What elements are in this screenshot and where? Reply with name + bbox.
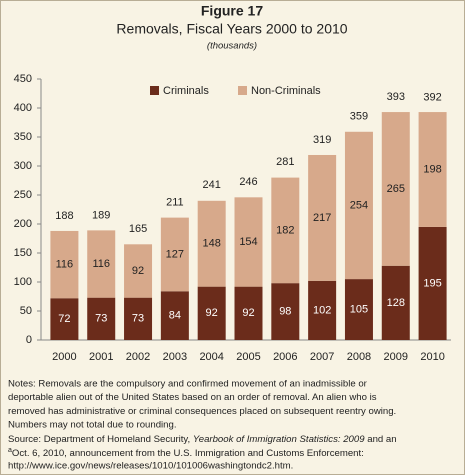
legend-label: Non-Criminals [251,85,321,97]
footnote-text: Oct. 6, 2010, announcement from the U.S.… [12,448,364,459]
value-label: 116 [92,258,110,270]
bar-segment [87,297,116,340]
source: Source: Department of Homeland Security,… [8,434,397,445]
note-line: Numbers may not total due to rounding. [8,420,177,431]
bar-segment [308,154,337,281]
footnote: aOct. 6, 2010, announcement from the U.S… [8,447,364,459]
url: http://www.ice.gov/news/releases/1010/10… [8,461,293,472]
x-tick-label: 2006 [273,351,297,363]
note-line: deportable alien out of the United State… [8,392,377,403]
bar-segment [160,291,189,340]
value-label: 127 [166,248,184,260]
total-label: 211 [166,197,184,209]
bar-segment [344,279,373,340]
total-label: 165 [129,223,147,235]
legend-label: Criminals [163,85,209,97]
value-label: 198 [423,163,441,175]
value-label: 265 [387,183,405,195]
y-tick-label: 50 [20,305,32,317]
x-tick-label: 2007 [310,351,334,363]
value-label: 92 [132,265,144,277]
y-tick-label: 100 [14,276,32,288]
bar-segment [344,131,373,280]
bar-segment [234,286,263,340]
x-tick-label: 2005 [236,351,260,363]
y-tick-label: 150 [14,247,32,259]
value-label: 102 [313,304,331,316]
bar-segment [197,286,226,340]
x-tick-label: 2003 [163,351,187,363]
total-label: 393 [387,91,405,103]
y-tick-label: 250 [14,189,32,201]
value-label: 217 [313,212,331,224]
x-tick-label: 2001 [89,351,113,363]
total-label: 281 [276,156,294,168]
x-tick-label: 2010 [420,351,444,363]
value-label: 254 [350,199,368,211]
value-label: 148 [203,238,221,250]
value-label: 116 [56,259,74,271]
x-tick-label: 2000 [52,351,76,363]
y-tick-label: 300 [14,160,32,172]
total-label: 241 [203,179,221,191]
legend-swatch [238,86,247,95]
bar-segment [87,230,116,298]
total-label: 359 [350,111,368,123]
bar-segment [197,200,226,287]
bar-segment [418,226,447,340]
total-label: 189 [92,209,110,221]
total-label: 392 [423,92,441,104]
value-label: 128 [387,297,405,309]
value-label: 182 [276,224,294,236]
bar-segment [50,230,79,299]
value-label: 84 [169,310,181,322]
value-label: 72 [58,313,70,325]
bar-segment [308,280,337,340]
bar-segment [124,244,153,298]
bar-segment [271,283,300,340]
bar-segment [271,177,300,284]
bar-segment [418,112,447,227]
footnote-mark: a [8,447,12,454]
value-label: 92 [206,307,218,319]
y-tick-label: 450 [14,73,32,85]
value-label: 73 [132,313,144,325]
x-tick-label: 2009 [384,351,408,363]
note-line: Notes: Removals are the compulsory and c… [8,379,368,390]
y-tick-label: 200 [14,218,32,230]
total-label: 246 [239,176,257,188]
x-tick-label: 2004 [199,351,223,363]
x-tick-label: 2008 [347,351,371,363]
source-title: Yearbook of Immigration Statistics: 2009 [193,434,365,445]
bar-segment [234,197,263,287]
value-label: 73 [95,313,107,325]
value-label: 105 [350,303,368,315]
chart-subtitle: Removals, Fiscal Years 2000 to 2010 [116,21,347,37]
source-prefix: Source: Department of Homeland Security, [8,434,193,445]
value-label: 98 [279,305,291,317]
total-label: 319 [313,134,331,146]
bar-segment [160,217,189,292]
y-tick-label: 0 [26,334,32,346]
legend-swatch [150,86,159,95]
total-label: 188 [55,210,73,222]
source-suffix: and an [365,434,397,445]
value-label: 195 [423,277,441,289]
bar-segment [381,265,410,340]
bar-segment [124,297,153,340]
y-tick-label: 400 [14,102,32,114]
note-line: removed has administrative or criminal c… [8,406,396,417]
y-tick-label: 350 [14,131,32,143]
bar-segment [50,298,79,340]
notes: Source: Department of Homeland Security,… [8,379,397,472]
unit-note: (thousands) [207,41,257,52]
bar-segment [381,112,410,266]
value-label: 154 [239,236,257,248]
chart-title: Figure 17 [201,3,263,19]
value-label: 92 [242,307,254,319]
x-tick-label: 2002 [126,351,150,363]
